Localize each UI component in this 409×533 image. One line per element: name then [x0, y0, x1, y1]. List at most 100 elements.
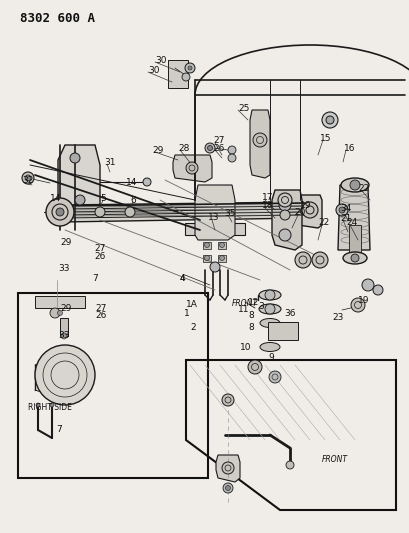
- Circle shape: [25, 175, 31, 181]
- Text: 1A: 1A: [186, 300, 198, 309]
- Text: 12: 12: [247, 297, 259, 306]
- Ellipse shape: [259, 343, 279, 351]
- Circle shape: [22, 172, 34, 184]
- Circle shape: [227, 146, 236, 154]
- Polygon shape: [337, 185, 369, 250]
- Text: 19: 19: [299, 200, 311, 209]
- Text: 8: 8: [247, 311, 253, 320]
- Circle shape: [95, 207, 105, 217]
- Circle shape: [125, 207, 135, 217]
- Circle shape: [278, 229, 290, 241]
- Text: 25: 25: [237, 103, 249, 112]
- Circle shape: [338, 207, 344, 213]
- Circle shape: [182, 73, 189, 81]
- Text: 16: 16: [343, 143, 355, 152]
- Circle shape: [278, 199, 290, 211]
- Text: 26: 26: [95, 311, 106, 320]
- Circle shape: [335, 204, 347, 216]
- Circle shape: [321, 112, 337, 128]
- Bar: [60, 318, 68, 336]
- Text: 35: 35: [223, 208, 235, 217]
- Polygon shape: [216, 455, 239, 482]
- Circle shape: [277, 193, 291, 207]
- Circle shape: [268, 371, 280, 383]
- Circle shape: [311, 252, 327, 268]
- Text: 27: 27: [95, 303, 106, 312]
- Circle shape: [204, 243, 209, 247]
- Circle shape: [279, 210, 289, 220]
- Circle shape: [204, 255, 209, 261]
- Text: 8302 600 A: 8302 600 A: [20, 12, 95, 25]
- Circle shape: [252, 133, 266, 147]
- Text: 29: 29: [60, 303, 71, 312]
- Ellipse shape: [259, 319, 279, 327]
- Text: 26: 26: [213, 143, 224, 152]
- Circle shape: [186, 162, 198, 174]
- Polygon shape: [173, 155, 211, 182]
- Text: 32: 32: [22, 175, 33, 184]
- Text: 6: 6: [130, 196, 135, 205]
- Text: 24: 24: [345, 217, 356, 227]
- Text: 3: 3: [257, 302, 263, 311]
- Circle shape: [285, 461, 293, 469]
- Text: 11: 11: [237, 305, 249, 314]
- Text: 7: 7: [92, 273, 97, 282]
- Polygon shape: [58, 145, 100, 220]
- Ellipse shape: [342, 252, 366, 264]
- Text: 18: 18: [261, 200, 273, 209]
- Circle shape: [143, 178, 151, 186]
- Circle shape: [264, 290, 274, 300]
- Circle shape: [264, 304, 274, 314]
- Bar: [35, 296, 85, 308]
- Text: 27: 27: [213, 135, 224, 144]
- Text: FRONT: FRONT: [321, 456, 347, 464]
- Circle shape: [50, 308, 60, 318]
- Circle shape: [219, 255, 224, 261]
- Text: 31: 31: [104, 157, 115, 166]
- Ellipse shape: [258, 290, 280, 300]
- Circle shape: [227, 154, 236, 162]
- Bar: [184, 223, 245, 235]
- Circle shape: [57, 311, 62, 316]
- Circle shape: [207, 146, 212, 150]
- Text: FRONT: FRONT: [231, 298, 257, 308]
- Circle shape: [301, 202, 317, 218]
- Text: 30: 30: [155, 55, 166, 64]
- Text: 21: 21: [339, 214, 351, 222]
- Text: 29: 29: [152, 146, 163, 155]
- Text: 2: 2: [189, 324, 195, 333]
- Text: 20: 20: [293, 207, 305, 216]
- Text: 9: 9: [267, 353, 273, 362]
- Circle shape: [219, 243, 224, 247]
- Text: 14: 14: [50, 193, 61, 203]
- Text: 14: 14: [126, 177, 137, 187]
- Text: 15: 15: [319, 133, 331, 142]
- Text: 4: 4: [180, 273, 185, 282]
- Bar: [267, 322, 297, 340]
- Circle shape: [247, 360, 261, 374]
- Circle shape: [350, 254, 358, 262]
- Circle shape: [204, 143, 214, 153]
- Polygon shape: [271, 190, 301, 250]
- Bar: [218, 255, 225, 262]
- Text: 33: 33: [58, 263, 70, 272]
- Text: 7: 7: [56, 425, 62, 434]
- Text: 23: 23: [331, 313, 343, 322]
- Text: 1: 1: [184, 310, 189, 319]
- Bar: [18, 293, 207, 478]
- Polygon shape: [249, 110, 270, 178]
- Circle shape: [372, 285, 382, 295]
- Text: 36: 36: [283, 310, 295, 319]
- Text: 8: 8: [247, 324, 253, 333]
- Circle shape: [222, 483, 232, 493]
- Circle shape: [294, 252, 310, 268]
- Circle shape: [350, 298, 364, 312]
- Polygon shape: [195, 185, 234, 240]
- Ellipse shape: [340, 178, 368, 192]
- Ellipse shape: [258, 304, 280, 314]
- Bar: [348, 225, 360, 255]
- Circle shape: [56, 208, 64, 216]
- Bar: [218, 242, 225, 249]
- Text: 22: 22: [317, 217, 328, 227]
- Text: RIGHT SIDE: RIGHT SIDE: [28, 402, 72, 411]
